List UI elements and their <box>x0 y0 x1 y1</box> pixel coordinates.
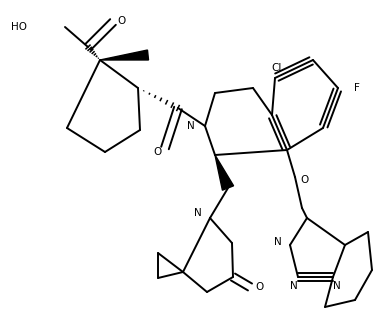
Text: N: N <box>274 237 282 247</box>
Text: O: O <box>255 282 263 292</box>
Text: O: O <box>117 16 125 26</box>
Text: Cl: Cl <box>272 63 282 73</box>
Text: N: N <box>333 281 341 291</box>
Polygon shape <box>215 155 234 190</box>
Text: N: N <box>290 281 298 291</box>
Text: F: F <box>354 83 360 93</box>
Text: HO: HO <box>11 22 27 32</box>
Text: N: N <box>194 208 202 218</box>
Text: O: O <box>153 147 161 157</box>
Text: N: N <box>187 121 195 131</box>
Polygon shape <box>100 50 149 60</box>
Text: O: O <box>300 175 308 185</box>
